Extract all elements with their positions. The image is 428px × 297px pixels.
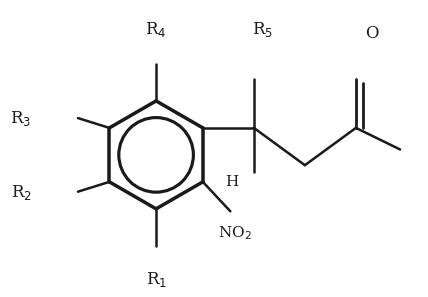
Text: R$_2$: R$_2$ (11, 183, 32, 202)
Text: R$_5$: R$_5$ (252, 20, 273, 39)
Text: H: H (225, 175, 238, 189)
Text: NO$_2$: NO$_2$ (218, 225, 252, 242)
Text: R$_4$: R$_4$ (146, 20, 167, 39)
Text: R$_1$: R$_1$ (146, 270, 166, 289)
Text: R$_3$: R$_3$ (10, 109, 32, 128)
Text: O: O (365, 25, 379, 42)
